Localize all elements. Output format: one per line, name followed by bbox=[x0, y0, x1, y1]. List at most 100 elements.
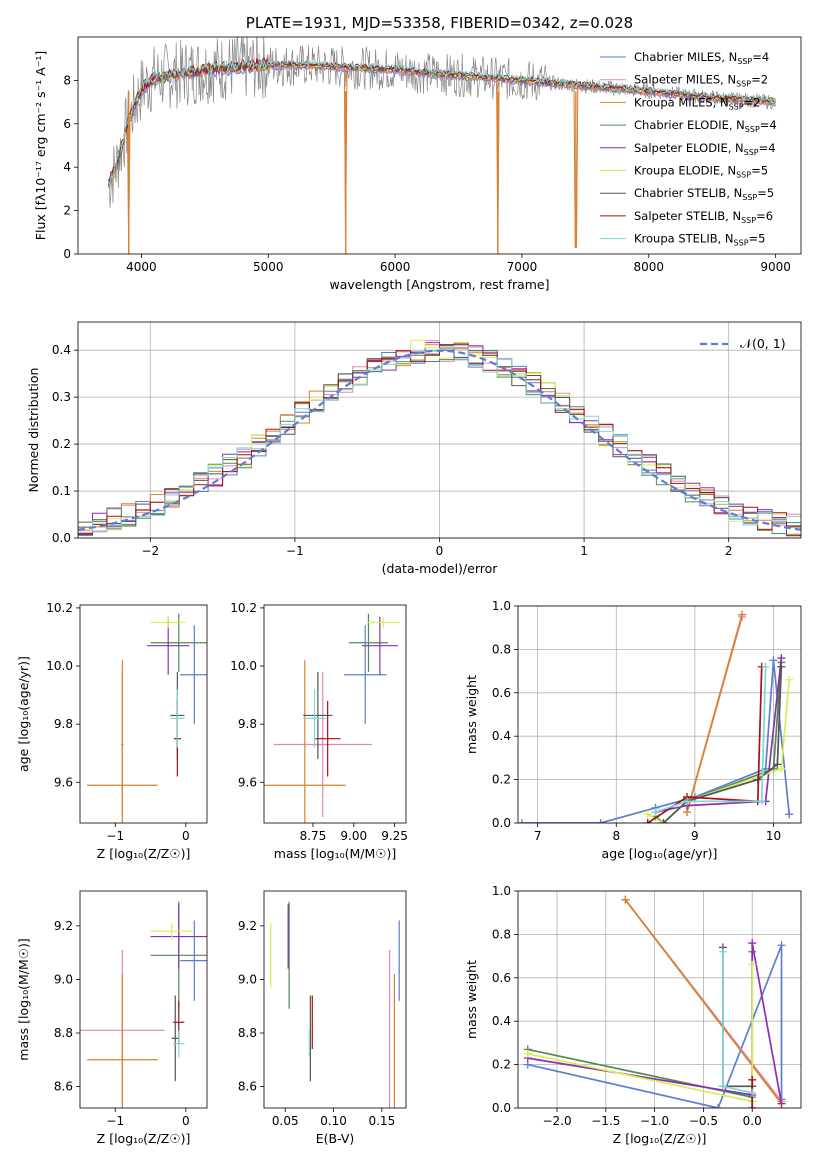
axes-frame bbox=[77, 36, 802, 255]
y-tick-label: 0.2 bbox=[492, 1058, 511, 1072]
x-tick-label: −1.0 bbox=[640, 1114, 669, 1128]
x-tick-label: 2 bbox=[725, 544, 733, 558]
legend-entry: Chabrier ELODIE, NSSP=4 bbox=[634, 118, 777, 134]
y-tick-label: 0.0 bbox=[492, 1101, 511, 1115]
legend-nssp-value: =4 bbox=[760, 118, 777, 132]
series-line bbox=[722, 951, 753, 1094]
plus-marker bbox=[523, 1049, 532, 1058]
legend-entry: Kroupa STELIB, NSSP=5 bbox=[634, 232, 765, 248]
x-tick-label: 0 bbox=[182, 1114, 190, 1128]
legend-nssp-value: =2 bbox=[751, 73, 768, 87]
panel-mass-vs-Z: −1 0 8.6 8.8 9.0 9.2 Z [log₁₀(Z/Z☉)] mass [log₁… bbox=[16, 890, 208, 1146]
x-tick-label: 5000 bbox=[253, 260, 284, 274]
legend-nssp-sub: SSP bbox=[744, 148, 759, 157]
y-tick-label: 8 bbox=[63, 73, 71, 87]
axes-frame bbox=[517, 890, 802, 1109]
legend-entry: Salpeter ELODIE, NSSP=4 bbox=[634, 141, 776, 157]
y-tick-label: 10.2 bbox=[230, 601, 257, 615]
error-point bbox=[366, 616, 400, 629]
legend-nssp-prefix: , N bbox=[729, 118, 745, 132]
x-axis-label: (data-model)/error bbox=[382, 561, 499, 576]
x-tick-label: 10 bbox=[766, 829, 781, 843]
series-line bbox=[527, 951, 754, 1099]
legend-nssp-prefix: , N bbox=[713, 95, 729, 109]
model-spectrum bbox=[107, 57, 776, 185]
legend-entry: Chabrier STELIB, NSSP=5 bbox=[634, 186, 774, 202]
plus-marker bbox=[518, 819, 526, 823]
x-axis-label: Z [log₁₀(Z/Z☉)] bbox=[613, 1131, 707, 1146]
plus-marker bbox=[683, 797, 692, 806]
panel-age-vs-mass: 8.75 9.00 9.25 9.6 9.8 10.0 10.2 mass [log₁₀(M/… bbox=[230, 601, 408, 861]
grid bbox=[518, 890, 801, 1109]
x-axis-label: Z [log₁₀(Z/Z☉)] bbox=[97, 1131, 191, 1146]
x-tick-label: 7000 bbox=[507, 260, 538, 274]
x-tick-label: −0.5 bbox=[689, 1114, 718, 1128]
x-tick-label: 8 bbox=[612, 829, 620, 843]
plus-marker bbox=[718, 1082, 727, 1091]
panel-age-vs-Z: −1 0 9.6 9.8 10.0 10.2 Z [log₁₀(Z/Z☉)] age [log… bbox=[16, 601, 208, 861]
x-tick-label: −1 bbox=[286, 544, 304, 558]
x-tick-label: 9 bbox=[691, 829, 699, 843]
series-line bbox=[655, 666, 767, 813]
legend-nssp-sub: SSP bbox=[745, 125, 760, 134]
gaussian-curve bbox=[78, 349, 801, 531]
y-tick-label: 9.2 bbox=[54, 919, 73, 933]
x-tick-label: 4000 bbox=[126, 260, 157, 274]
x-tick-label: 0 bbox=[436, 544, 444, 558]
plus-marker bbox=[643, 819, 652, 823]
legend-nssp-value: =2 bbox=[744, 95, 761, 109]
plus-marker bbox=[777, 941, 786, 950]
panel-mass-vs-ebv: 0.05 0.10 0.15 8.6 8.8 9.0 9.2 E(B-V) bbox=[238, 890, 407, 1146]
plus-marker bbox=[748, 1088, 757, 1097]
legend-name: Salpeter STELIB bbox=[634, 209, 725, 223]
x-tick-label: 0.05 bbox=[272, 1114, 299, 1128]
y-axis-label: mass [log₁₀(M/M☉)] bbox=[16, 938, 31, 1060]
plus-marker bbox=[769, 656, 778, 665]
x-axis-label: wavelength [Angstrom, rest frame] bbox=[329, 277, 549, 292]
error-point bbox=[314, 700, 341, 777]
legend-entry: Kroupa MILES, NSSP=2 bbox=[634, 95, 761, 111]
axes-frame bbox=[263, 604, 407, 824]
panel-spectrum: 4000 5000 6000 7000 8000 9000 0 2 4 6 8 Chabrier MI… bbox=[33, 36, 802, 292]
panel-mass-weight-vs-Z: −2.0 −1.5 −1.0 −0.5 0.0 0.0 0.2 0.4 0.6 0.8 1.0 Z [… bbox=[464, 884, 802, 1146]
mass-weight-series bbox=[523, 960, 757, 1106]
error-point bbox=[303, 689, 327, 748]
legend-nssp-prefix: , N bbox=[718, 232, 734, 246]
error-point bbox=[87, 974, 158, 1108]
y-tick-label: 6 bbox=[63, 117, 71, 131]
plus-marker bbox=[777, 654, 786, 663]
legend-nssp-prefix: , N bbox=[720, 73, 736, 87]
error-point bbox=[180, 625, 207, 725]
plus-marker bbox=[714, 1104, 723, 1108]
x-axis-label: Z [log₁₀(Z/Z☉)] bbox=[97, 846, 191, 861]
x-tick-label: 9.25 bbox=[381, 829, 408, 843]
error-point bbox=[150, 613, 207, 672]
y-tick-label: 0.4 bbox=[52, 343, 71, 357]
plot-area bbox=[264, 613, 400, 823]
chart-title: PLATE=1931, MJD=53358, FIBERID=0342, z=0… bbox=[246, 14, 633, 32]
x-tick-label: 7 bbox=[534, 829, 542, 843]
y-tick-label: 10.0 bbox=[230, 659, 257, 673]
y-tick-label: 9.8 bbox=[54, 717, 73, 731]
legend-nssp-prefix: , N bbox=[720, 164, 736, 178]
x-axis-label: E(B-V) bbox=[316, 1131, 355, 1146]
x-tick-label: 1 bbox=[580, 544, 588, 558]
y-tick-label: 0.8 bbox=[492, 642, 511, 656]
y-tick-label: 0.2 bbox=[492, 773, 511, 787]
plus-marker bbox=[748, 1104, 757, 1108]
y-axis-label: mass weight bbox=[464, 960, 479, 1039]
legend-name: Kroupa STELIB bbox=[634, 232, 718, 246]
legend-nssp-sub: SSP bbox=[734, 239, 749, 248]
x-tick-label: −1 bbox=[106, 829, 124, 843]
y-tick-label: 0.6 bbox=[492, 971, 511, 985]
residual-histogram bbox=[78, 343, 801, 534]
y-tick-label: 9.2 bbox=[238, 919, 257, 933]
plus-marker bbox=[718, 947, 727, 956]
x-tick-label: 0.10 bbox=[320, 1114, 347, 1128]
legend-nssp-value: =6 bbox=[756, 209, 773, 223]
error-point bbox=[150, 904, 207, 969]
y-tick-label: 9.6 bbox=[238, 775, 257, 789]
error-point bbox=[170, 689, 185, 748]
y-axis-label: Flux [fλ10⁻¹⁷ erg cm⁻² s⁻¹ A⁻¹] bbox=[33, 51, 48, 240]
